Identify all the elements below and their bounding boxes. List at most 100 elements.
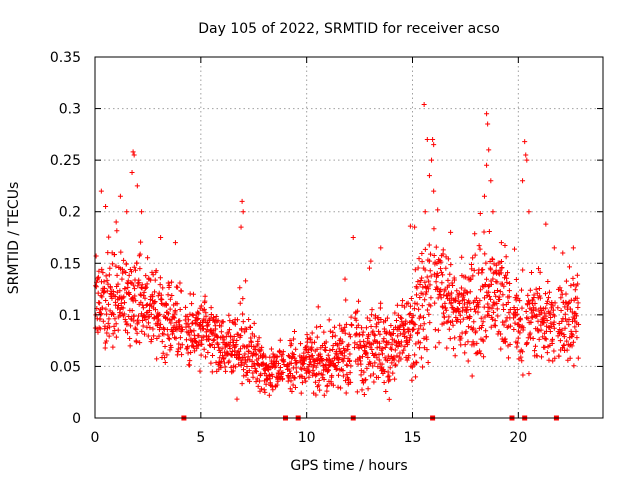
data-point: [375, 315, 381, 321]
data-point: [444, 345, 450, 351]
data-point: [167, 296, 173, 302]
data-point: [250, 370, 256, 376]
data-point: [412, 352, 418, 358]
data-point: [558, 308, 564, 314]
data-point: [517, 330, 523, 336]
data-point: [361, 369, 367, 375]
data-point: [378, 300, 384, 306]
data-point: [431, 271, 437, 277]
grid: [95, 57, 603, 418]
data-point: [187, 311, 193, 317]
data-point: [230, 337, 236, 343]
data-point: [573, 328, 579, 334]
data-point: [96, 325, 102, 331]
data-point: [386, 373, 392, 379]
data-point: [454, 306, 460, 312]
data-point: [412, 300, 418, 306]
data-point: [486, 313, 492, 319]
data-point: [520, 267, 526, 273]
data-point: [169, 292, 175, 298]
data-point: [191, 344, 197, 350]
data-point: [452, 353, 458, 359]
data-point: [335, 342, 341, 348]
data-point: [424, 289, 430, 295]
data-point: [229, 349, 235, 355]
data-point: [347, 334, 353, 340]
data-point: [218, 323, 224, 329]
data-point: [405, 300, 411, 306]
data-point: [313, 371, 319, 377]
data-point: [417, 340, 423, 346]
data-point: [210, 337, 216, 343]
data-point: [498, 270, 504, 276]
data-point: [185, 321, 191, 327]
data-point: [319, 358, 325, 364]
data-point: [190, 343, 196, 349]
data-point: [546, 295, 552, 301]
data-point: [433, 244, 439, 250]
data-point: [288, 378, 294, 384]
data-point: [500, 319, 506, 325]
data-point: [356, 298, 362, 304]
data-point: [132, 286, 138, 292]
data-point: [368, 258, 374, 264]
data-point: [343, 390, 349, 396]
data-point: [471, 319, 477, 325]
data-point: [426, 173, 432, 179]
data-point: [459, 254, 465, 260]
data-point: [531, 292, 537, 298]
data-point: [197, 322, 203, 328]
data-point: [471, 306, 477, 312]
data-point: [405, 326, 411, 332]
data-point: [115, 327, 121, 333]
data-point: [140, 323, 146, 329]
data-point: [270, 387, 276, 393]
data-point: [291, 351, 297, 357]
data-point: [156, 333, 162, 339]
data-point: [545, 278, 551, 284]
data-point: [135, 280, 141, 286]
data-point: [227, 345, 233, 351]
data-point: [505, 299, 511, 305]
data-point: [314, 346, 320, 352]
data-point: [144, 281, 150, 287]
data-point: [120, 305, 126, 311]
data-point: [246, 368, 252, 374]
data-point: [410, 313, 416, 319]
data-point: [542, 344, 548, 350]
data-point: [488, 281, 494, 287]
data-point: [93, 253, 99, 259]
data-point: [372, 360, 378, 366]
data-point: [574, 295, 580, 301]
data-point: [160, 285, 166, 291]
data-point: [489, 305, 495, 311]
data-point: [503, 272, 509, 278]
data-point: [575, 300, 581, 306]
data-point: [442, 300, 448, 306]
data-point: [103, 306, 109, 312]
data-point: [102, 345, 108, 351]
data-point: [458, 335, 464, 341]
data-point: [231, 333, 237, 339]
data-point: [294, 369, 300, 375]
data-point: [109, 295, 115, 301]
data-point: [305, 350, 311, 356]
data-point: [456, 309, 462, 315]
data-point: [518, 317, 524, 323]
data-point: [146, 320, 152, 326]
data-point: [451, 277, 457, 283]
data-point: [172, 308, 178, 314]
data-point: [330, 343, 336, 349]
data-point: [194, 316, 200, 322]
data-point: [298, 373, 304, 379]
data-point: [244, 326, 250, 332]
data-point: [474, 340, 480, 346]
data-point: [563, 278, 569, 284]
data-point: [173, 335, 179, 341]
data-point: [519, 349, 525, 355]
data-point: [97, 326, 103, 332]
data-point: [485, 309, 491, 315]
data-point: [186, 362, 192, 368]
data-point: [193, 338, 199, 344]
data-point: [216, 359, 222, 365]
